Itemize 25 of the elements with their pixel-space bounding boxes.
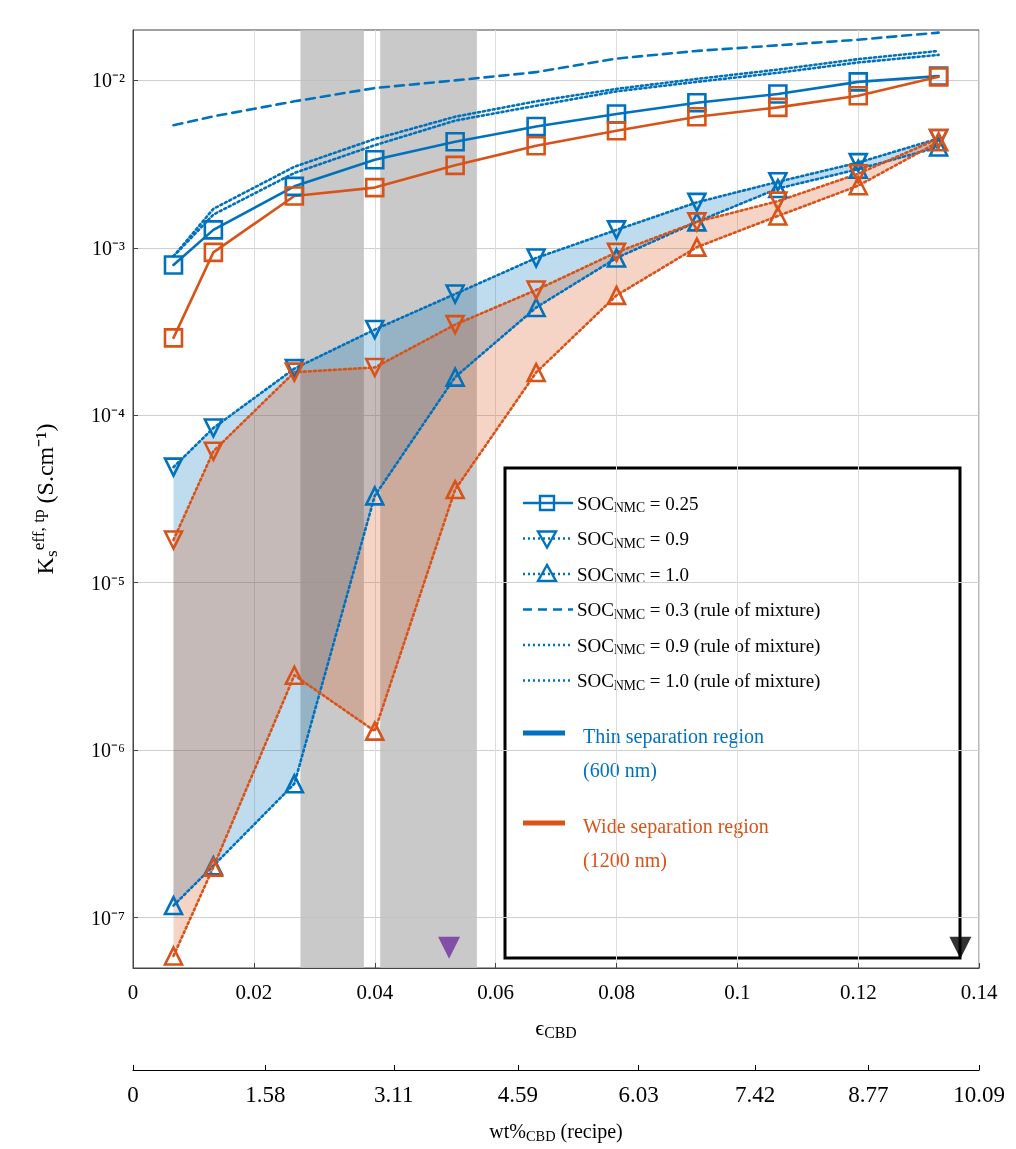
y-tick-label: 10⁻⁴ (91, 404, 126, 427)
annotation: Thin separation region (600 nm) (583, 725, 770, 782)
y-tick-label: 10⁻⁷ (91, 906, 126, 929)
x2-tick-label: 0 (127, 1082, 139, 1108)
x2-tick-label: 3.11 (374, 1082, 414, 1108)
x2-tick-label: 10.09 (953, 1082, 1005, 1108)
y-tick-label: 10⁻³ (92, 236, 125, 259)
y-tick-label: 10⁻² (92, 69, 125, 92)
x-tick-label: 0 (127, 979, 139, 1004)
x2-tick-label: 4.59 (497, 1082, 539, 1108)
x-tick-label: 0.02 (235, 979, 273, 1004)
x-tick-label: 0.12 (839, 979, 877, 1004)
x-tick-label: 0.1 (724, 979, 751, 1004)
x2-tick-label: 8.77 (848, 1082, 889, 1108)
x2-tick-label: 6.03 (618, 1082, 659, 1108)
x-tick-label: 0.08 (598, 979, 635, 1004)
x2-tick-label: 7.42 (735, 1082, 776, 1108)
x-tick-label: 0.14 (960, 979, 998, 1004)
x2-tick-label: 1.58 (245, 1082, 286, 1108)
annotation: Wide separation region (1200 nm) (583, 815, 774, 872)
y-tick-label: 10⁻⁶ (91, 739, 126, 762)
x-tick-label: 0.06 (477, 979, 514, 1004)
x-tick-label: 0.04 (356, 979, 394, 1004)
y-tick-label: 10⁻⁵ (91, 571, 125, 594)
y-axis-title: Kseff, tp (S.cm⁻¹) (29, 423, 61, 575)
